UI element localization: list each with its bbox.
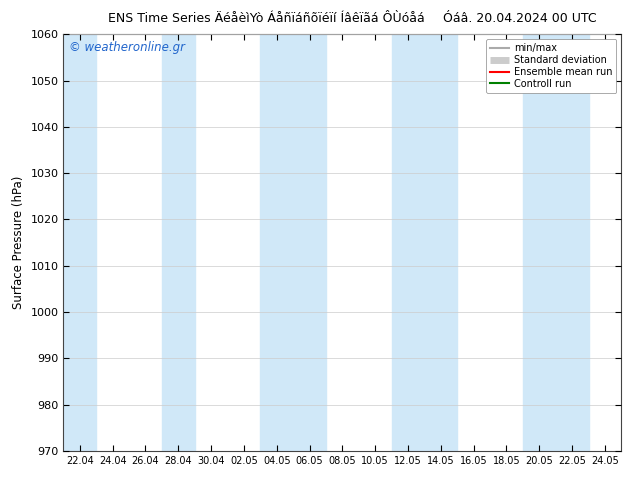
Bar xyxy=(162,34,195,451)
Bar xyxy=(293,34,326,451)
Bar xyxy=(261,34,293,451)
Bar xyxy=(555,34,588,451)
Bar xyxy=(63,34,96,451)
Text: ENS Time Series ÄéåèìYò Áåñïáñõïéïí Íâêïãá ÔÙóåá: ENS Time Series ÄéåèìYò Áåñïáñõïéïí Íâêï… xyxy=(108,12,425,25)
Y-axis label: Surface Pressure (hPa): Surface Pressure (hPa) xyxy=(12,176,25,309)
Text: © weatheronline.gr: © weatheronline.gr xyxy=(69,41,185,53)
Bar xyxy=(424,34,457,451)
Text: Óáâ. 20.04.2024 00 UTC: Óáâ. 20.04.2024 00 UTC xyxy=(443,12,597,25)
Bar xyxy=(392,34,424,451)
Bar xyxy=(523,34,555,451)
Legend: min/max, Standard deviation, Ensemble mean run, Controll run: min/max, Standard deviation, Ensemble me… xyxy=(486,39,616,93)
